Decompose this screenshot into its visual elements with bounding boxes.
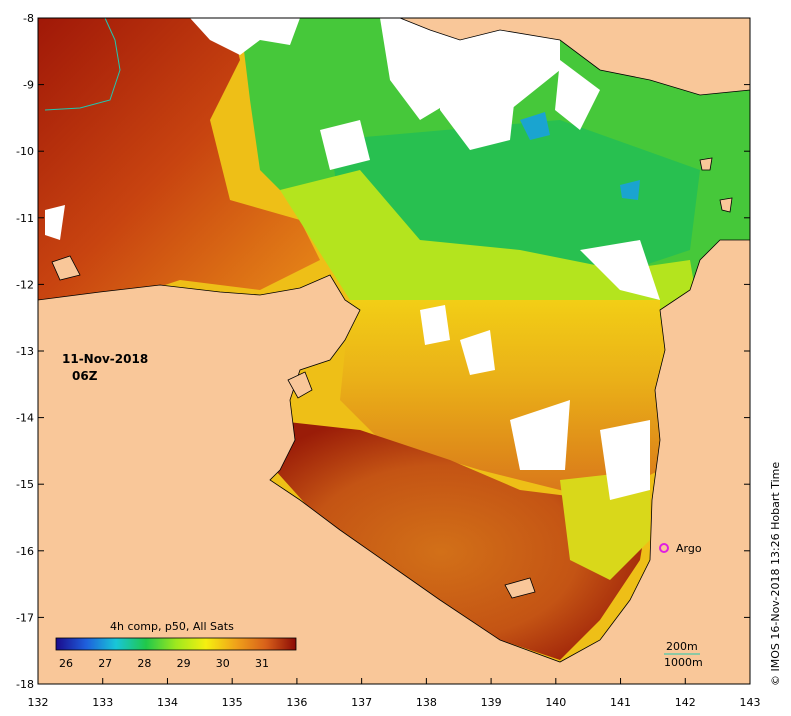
cool-water-core bbox=[330, 120, 700, 280]
land-masses bbox=[37, 17, 751, 685]
y-axis: -8 -9 -10 -11 -12 -13 -14 -15 -16 -17 -18 bbox=[16, 12, 750, 691]
x-tick-label: 133 bbox=[92, 696, 113, 709]
warm-water-south bbox=[270, 420, 650, 660]
colorbar-tick-label: 31 bbox=[255, 657, 269, 670]
land-mornington-island bbox=[504, 577, 536, 599]
colorbar: 4h comp, p50, All Sats 26 27 28 29 30 31 bbox=[55, 620, 297, 670]
x-axis: 132 133 134 135 136 137 138 139 140 141 142 143 bbox=[28, 678, 761, 709]
y-tick-label: -11 bbox=[16, 212, 34, 225]
x-tick-label: 139 bbox=[481, 696, 502, 709]
map-date: 11-Nov-2018 bbox=[62, 352, 148, 366]
colorbar-tick-label: 28 bbox=[137, 657, 151, 670]
argo-float-icon[interactable] bbox=[659, 543, 669, 553]
colorbar-ticks: 26 27 28 29 30 31 bbox=[59, 657, 269, 670]
y-tick-label: -12 bbox=[16, 278, 34, 291]
x-tick-label: 132 bbox=[28, 696, 49, 709]
x-tick-label: 140 bbox=[545, 696, 566, 709]
y-tick-label: -16 bbox=[16, 545, 34, 558]
argo-marker[interactable]: Argo bbox=[659, 542, 702, 555]
x-tick-label: 134 bbox=[157, 696, 178, 709]
x-tick-label: 141 bbox=[610, 696, 631, 709]
x-tick-label: 143 bbox=[740, 696, 761, 709]
land-cape-islands bbox=[699, 157, 733, 213]
land-arnhem bbox=[37, 239, 751, 685]
colorbar-tick-label: 29 bbox=[177, 657, 191, 670]
depth-legend-200m: 200m bbox=[666, 640, 698, 653]
colorbar-tick-label: 30 bbox=[216, 657, 230, 670]
cloud-gaps bbox=[45, 18, 660, 500]
x-tick-label: 135 bbox=[222, 696, 243, 709]
depth-legend: 200m 1000m bbox=[664, 640, 703, 669]
colorbar-title: 4h comp, p50, All Sats bbox=[110, 620, 234, 633]
depth-legend-1000m: 1000m bbox=[664, 656, 703, 669]
colorbar-tick-label: 26 bbox=[59, 657, 73, 670]
map-time: 06Z bbox=[72, 369, 98, 383]
yellow-east-south bbox=[560, 470, 650, 580]
y-tick-label: -15 bbox=[16, 478, 34, 491]
blue-patches bbox=[520, 112, 640, 200]
land-west-islands bbox=[51, 255, 81, 281]
map-area bbox=[37, 17, 751, 685]
transition-band bbox=[280, 170, 700, 320]
y-tick-label: -14 bbox=[16, 412, 34, 425]
colorbar-tick-label: 27 bbox=[98, 657, 112, 670]
y-tick-label: -13 bbox=[16, 345, 34, 358]
depth-contour-200m bbox=[44, 17, 121, 111]
land-groote-island bbox=[287, 371, 313, 399]
warm-water-nw bbox=[38, 18, 320, 300]
y-tick-label: -9 bbox=[23, 79, 34, 92]
argo-label: Argo bbox=[676, 542, 702, 555]
y-tick-label: -10 bbox=[16, 145, 34, 158]
x-tick-label: 136 bbox=[286, 696, 307, 709]
y-tick-label: -18 bbox=[16, 678, 34, 691]
credit-text: © IMOS 16-Nov-2018 13:26 Hobart Time bbox=[769, 462, 782, 686]
x-tick-label: 142 bbox=[675, 696, 696, 709]
y-tick-label: -8 bbox=[23, 12, 34, 25]
y-tick-label: -17 bbox=[16, 611, 34, 624]
x-tick-label: 137 bbox=[351, 696, 372, 709]
x-tick-label: 138 bbox=[416, 696, 437, 709]
colorbar-gradient bbox=[55, 637, 297, 651]
